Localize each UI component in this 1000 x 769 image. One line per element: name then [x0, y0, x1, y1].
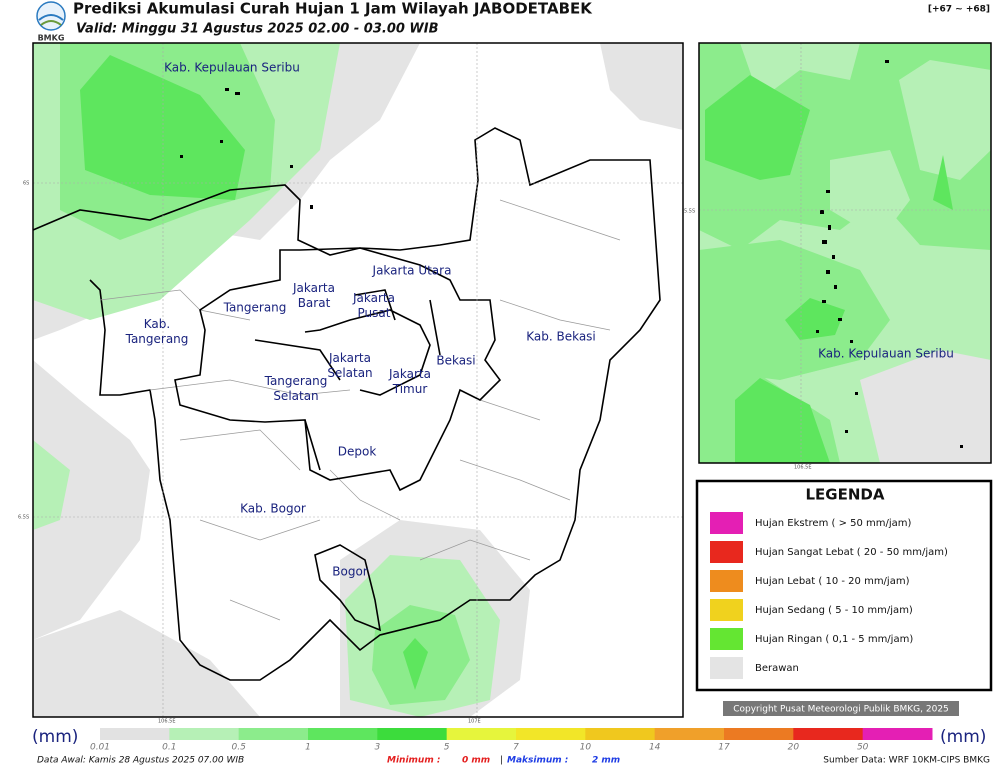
colorbar-tick-label: 5 [444, 743, 450, 753]
graticule [33, 43, 683, 717]
region-label: Kab. Bogor [240, 502, 306, 516]
colorbar: 0.01 0.1 0.5 1 3 5 7 10 14 17 20 50 [90, 728, 933, 753]
colorbar-tick-label: 17 [718, 743, 730, 753]
legend-swatch [710, 570, 743, 592]
subtitle: Valid: Minggu 31 Agustus 2025 02.00 - 03… [76, 22, 439, 37]
grid-label: 5.5S [684, 209, 695, 215]
legend-label: Hujan Lebat ( 10 - 20 mm/jam) [755, 576, 910, 587]
colorbar-segment [724, 728, 794, 740]
colorbar-tick-label: 0.5 [232, 743, 247, 753]
copyright: Copyright Pusat Meteorologi Publik BMKG,… [733, 705, 949, 715]
logo: BMKG [36, 1, 66, 43]
maximum: 2 mm [592, 756, 620, 766]
colorbar-segment [862, 728, 933, 740]
legend-label: Hujan Ringan ( 0,1 - 5 mm/jam) [755, 634, 913, 645]
region-label: Bekasi [436, 354, 475, 368]
colorbar-segment [100, 728, 170, 740]
legend-swatch [710, 628, 743, 650]
legend-title: LEGENDA [806, 486, 885, 504]
region-label: Kab. Bekasi [526, 330, 596, 344]
maximum-label: Maksimum : [507, 756, 568, 766]
data-awal: Data Awal: Kamis 28 Agustus 2025 07.00 W… [37, 756, 244, 766]
unit: (mm) [940, 727, 986, 747]
legend-label: Berawan [755, 663, 799, 674]
source: Sumber Data: WRF 10KM-CIPS BMKG [823, 756, 990, 766]
colorbar-segment [308, 728, 378, 740]
minimum: 0 mm [462, 756, 490, 766]
islands [816, 60, 963, 448]
region-label: Tangerang [223, 301, 287, 315]
islands [180, 88, 313, 209]
code: [+67 ~ +68] [928, 5, 990, 15]
colorbar-tick-label: 3 [374, 743, 380, 753]
colorbar-tick-label: 10 [580, 743, 592, 753]
region-label: Tangerang Selatan [264, 374, 328, 403]
region-label: Bogor [332, 565, 368, 579]
region-label: Jakarta Selatan [327, 351, 372, 380]
grid-label: 106.5E [794, 465, 811, 471]
colorbar-segment [654, 728, 725, 740]
region-label: Kab. Kepulauan Seribu [818, 347, 954, 361]
colorbar-segment [377, 728, 448, 740]
inset-map [699, 43, 991, 463]
separator: | [500, 756, 503, 766]
region-label: Kab. Kepulauan Seribu [164, 61, 300, 75]
colorbar-segment [585, 728, 656, 740]
colorbar-segment [516, 728, 586, 740]
region-label: Depok [338, 445, 377, 459]
region-label: Jakarta Utara [372, 264, 452, 278]
main-map [33, 43, 683, 717]
legend-swatch [710, 657, 743, 679]
grid-label: 107E [468, 719, 481, 725]
grid-label: 6S [23, 181, 29, 187]
colorbar-tick-label: 20 [788, 743, 800, 753]
grid-label: 106.5E [158, 719, 175, 725]
region-label: Jakarta Timur [388, 367, 431, 396]
legend-swatch [710, 599, 743, 621]
logo-text: BMKG [38, 34, 65, 43]
map-frame [32, 42, 684, 718]
legend-label: Hujan Ekstrem ( > 50 mm/jam) [755, 518, 912, 529]
unit: (mm) [32, 727, 78, 747]
inset-frame [698, 42, 992, 464]
colorbar-tick-label: 0.1 [162, 743, 176, 753]
legend-box [695, 479, 993, 692]
region-label: Jakarta Pusat [352, 291, 395, 320]
colorbar-tick-label: 0.01 [90, 743, 110, 753]
colorbar-tick-label: 50 [857, 743, 869, 753]
legend-swatch [710, 541, 743, 563]
legend-swatch [710, 512, 743, 534]
colorbar-segment [238, 728, 309, 740]
legend-label: Hujan Sedang ( 5 - 10 mm/jam) [755, 605, 913, 616]
region-label: Jakarta Barat [292, 281, 335, 310]
colorbar-tick-label: 1 [305, 743, 311, 753]
colorbar-tick-label: 14 [649, 743, 661, 753]
copyright-box [723, 701, 959, 716]
grid-label: 6.5S [18, 515, 29, 521]
colorbar-segment [446, 728, 517, 740]
title: Prediksi Akumulasi Curah Hujan 1 Jam Wil… [73, 0, 593, 18]
colorbar-segment [793, 728, 864, 740]
colorbar-tick-label: 7 [513, 743, 519, 753]
legend-items: Hujan Ekstrem ( > 50 mm/jam) Hujan Sangat… [710, 512, 948, 679]
minimum-label: Minimum : [387, 756, 440, 766]
region-label: Kab. Tangerang [125, 317, 189, 346]
legend-label: Hujan Sangat Lebat ( 20 - 50 mm/jam) [755, 547, 948, 558]
colorbar-segment [169, 728, 240, 740]
